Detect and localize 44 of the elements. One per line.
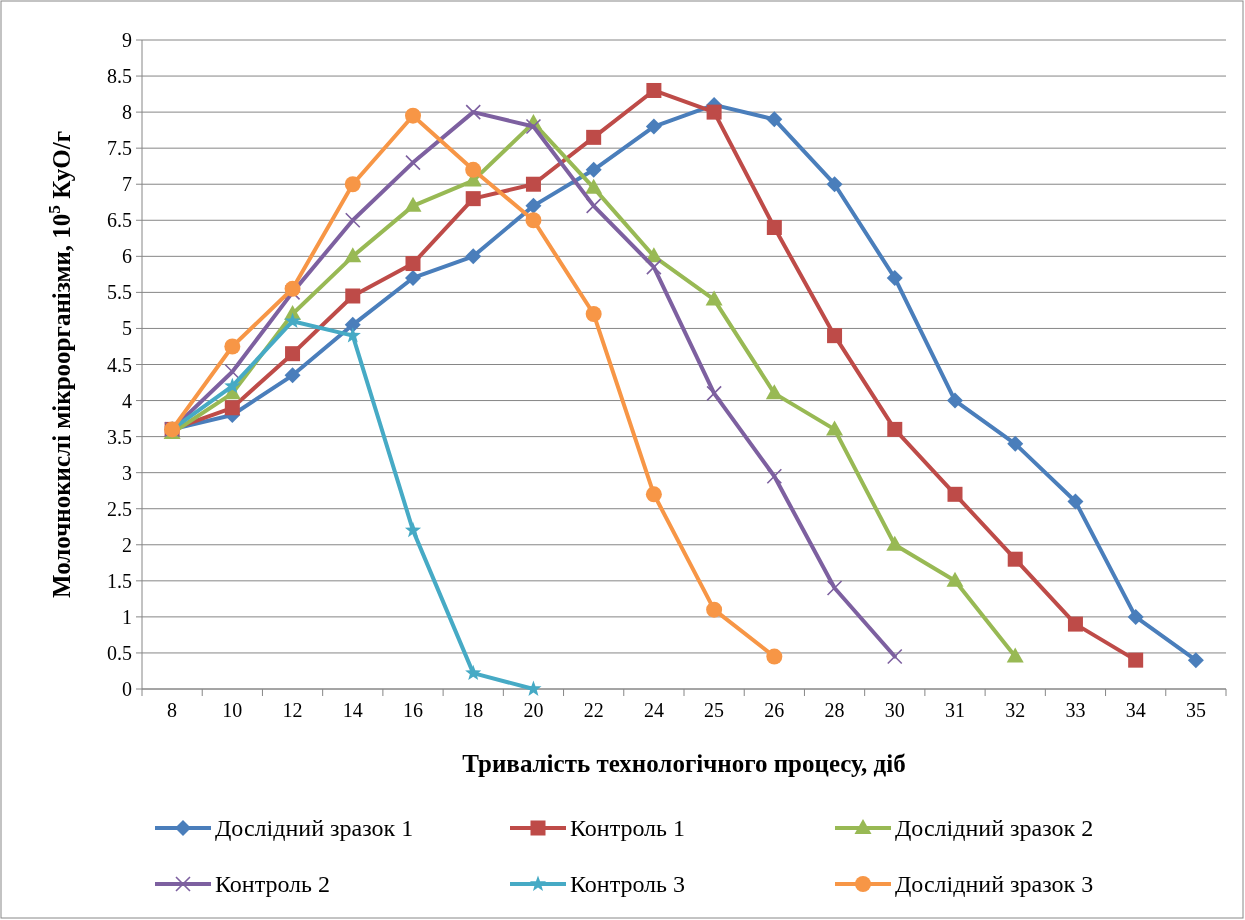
x-tick-label: 31: [945, 699, 965, 721]
x-tick-label: 12: [282, 699, 303, 721]
legend-label: Контроль 2: [215, 871, 331, 898]
y-tick-label: 4: [122, 389, 132, 412]
y-tick-label: 4.5: [107, 353, 132, 376]
y-tick-label: 3: [122, 461, 132, 484]
y-tick-label: 6.5: [107, 209, 132, 232]
y-tick-label: 7.5: [107, 137, 132, 160]
y-tick-label: 2.5: [107, 497, 132, 520]
y-tick-label: 3.5: [107, 425, 132, 448]
x-tick-label: 35: [1185, 699, 1206, 721]
y-tick-label: 8.5: [107, 65, 132, 88]
x-tick-label: 14: [342, 699, 363, 721]
x-tick-label: 26: [764, 699, 785, 721]
x-tick-label: 8: [167, 699, 178, 721]
x-tick-label: 18: [463, 699, 484, 721]
y-tick-label: 0.5: [107, 641, 132, 664]
y-tick-label: 1.5: [107, 569, 132, 592]
legend-label: Контроль 3: [570, 871, 686, 898]
x-tick-label: 25: [704, 699, 725, 721]
x-tick-label: 16: [403, 699, 423, 721]
legend-label: Контроль 1: [570, 815, 686, 842]
y-tick-label: 2: [122, 533, 132, 556]
legend-label: Дослідний зразок 1: [215, 815, 414, 842]
y-tick-label: 5.5: [107, 281, 132, 304]
x-tick-label: 34: [1125, 699, 1146, 721]
y-tick-label: 9: [122, 29, 132, 51]
x-tick-label: 30: [884, 699, 905, 721]
x-tick-label: 24: [643, 699, 664, 721]
y-tick-label: 6: [122, 245, 132, 268]
y-tick-label: 5: [122, 317, 132, 340]
x-tick-label: 22: [583, 699, 604, 721]
x-axis-title: Тривалість технологічного процесу, діб: [462, 750, 906, 777]
x-tick-label: 32: [1005, 699, 1026, 721]
x-tick-label: 33: [1065, 699, 1086, 721]
y-tick-label: 7: [122, 173, 132, 196]
y-tick-label: 0: [122, 678, 132, 700]
y-tick-label: 8: [122, 101, 132, 124]
x-tick-label: 28: [824, 699, 845, 721]
x-tick-label: 10: [222, 699, 243, 721]
legend-label: Дослідний зразок 2: [895, 815, 1094, 842]
legend-label: Дослідний зразок 3: [895, 871, 1094, 898]
x-tick-label: 20: [523, 699, 544, 721]
y-tick-label: 1: [122, 605, 132, 628]
